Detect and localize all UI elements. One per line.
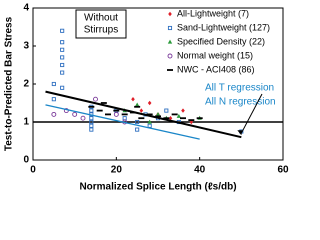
marker <box>134 105 141 108</box>
marker <box>89 108 94 113</box>
marker <box>171 113 178 116</box>
legend-marker <box>167 39 173 44</box>
legend-label: NWC - ACI408 (86) <box>177 64 255 74</box>
marker <box>105 113 111 116</box>
marker <box>147 119 152 124</box>
marker <box>122 116 127 121</box>
x-tick-label: 20 <box>111 165 123 176</box>
marker <box>89 116 94 121</box>
arrow-head <box>237 130 243 136</box>
marker <box>163 117 170 120</box>
legend-label: Specified Density (22) <box>177 36 265 46</box>
legend-label: Sand-Lightweight (127) <box>177 22 270 32</box>
marker <box>176 113 182 118</box>
marker <box>51 97 56 102</box>
marker <box>147 100 152 106</box>
regression-label: All N regression <box>205 97 276 108</box>
marker <box>113 111 119 117</box>
legend-marker <box>167 53 173 59</box>
regression-line <box>45 90 242 139</box>
marker <box>60 40 65 45</box>
marker <box>89 127 94 132</box>
marker <box>180 117 186 120</box>
annotation-text: Stirrups <box>84 25 118 36</box>
x-tick-label: 0 <box>30 165 36 176</box>
marker <box>60 28 65 33</box>
marker <box>134 102 140 107</box>
marker <box>60 55 65 60</box>
y-tick-label: 1 <box>23 117 29 128</box>
marker <box>51 81 56 87</box>
marker <box>131 97 135 102</box>
legend-marker <box>168 11 172 17</box>
x-tick-label: 40 <box>194 165 206 176</box>
marker <box>181 108 185 113</box>
x-axis-title: Normalized Splice Length (ℓs/db) <box>79 182 236 193</box>
legend-label: Normal weight (15) <box>177 50 253 60</box>
legend-marker <box>167 25 173 31</box>
marker <box>96 109 103 112</box>
marker <box>164 108 169 113</box>
regression-line <box>45 104 200 140</box>
marker <box>89 123 94 128</box>
y-axis-title: Test-to-Predicted Bar Stress <box>4 16 15 151</box>
legend-marker <box>167 69 173 71</box>
marker <box>147 123 152 128</box>
marker <box>60 62 65 68</box>
marker <box>135 119 140 125</box>
marker <box>196 117 203 120</box>
marker <box>60 85 65 90</box>
y-tick-label: 3 <box>23 41 29 52</box>
marker <box>93 96 98 102</box>
marker <box>146 113 153 116</box>
annotation-box <box>75 9 127 39</box>
marker <box>135 127 140 132</box>
arrow <box>240 93 263 134</box>
marker <box>88 105 95 108</box>
y-tick-label: 2 <box>23 79 29 90</box>
marker <box>155 112 161 116</box>
marker <box>168 116 173 121</box>
x-tick-label: 60 <box>277 165 289 176</box>
marker <box>80 115 86 121</box>
annotation-text: Without <box>84 13 118 24</box>
marker <box>121 113 128 116</box>
marker <box>155 115 161 118</box>
marker <box>138 117 145 120</box>
y-tick-label: 4 <box>23 3 29 14</box>
marker <box>72 111 78 117</box>
marker <box>188 119 195 121</box>
marker <box>113 109 120 112</box>
marker <box>139 108 144 113</box>
marker <box>100 102 107 104</box>
marker <box>89 119 94 125</box>
marker <box>60 47 65 52</box>
marker <box>51 111 57 117</box>
y-tick-label: 0 <box>23 155 29 166</box>
legend-label: All-Lightweight (7) <box>177 8 249 18</box>
marker <box>60 70 65 75</box>
regression-label: All T regression <box>205 83 274 94</box>
